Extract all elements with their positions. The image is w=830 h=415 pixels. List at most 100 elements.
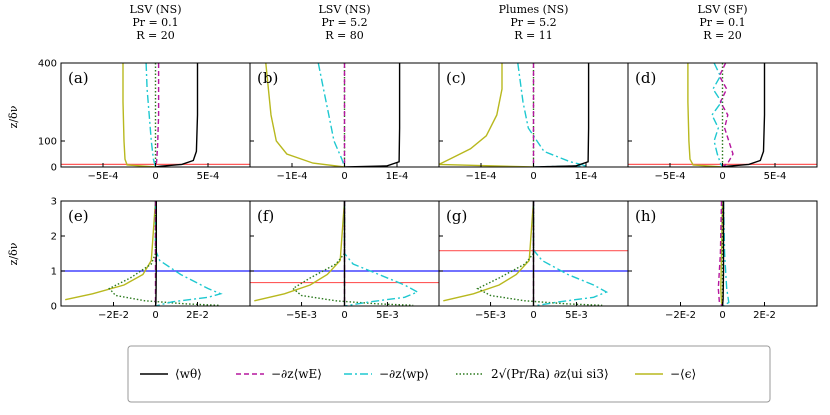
panel-label: (h) xyxy=(635,207,656,225)
legend-item-visc: 2√(Pr/Ra) ∂z⟨ui si3⟩ xyxy=(456,367,609,381)
panel-c: −1E-4 0 1E-4 (c) xyxy=(438,62,629,182)
x-tick-label: 0 xyxy=(152,171,158,182)
column-title-line: Pr = 0.1 xyxy=(132,16,178,29)
x-tick-label: 0 xyxy=(341,171,347,182)
panel-label: (f) xyxy=(257,207,274,225)
series-dwp xyxy=(145,63,157,167)
panel-e: −2E-2 0 2E-2 0 1 2 3 (e) xyxy=(51,197,251,321)
x-tick-label: 0 xyxy=(530,310,536,321)
panel-a: −5E-4 0 5E-4 0 100 400 (a) xyxy=(38,59,251,182)
legend-label: −⟨ϵ⟩ xyxy=(670,367,696,381)
x-tick-label: 5E-3 xyxy=(376,310,399,321)
series-dwp xyxy=(517,63,587,167)
column-title-line: Plumes (NS) xyxy=(499,3,569,16)
x-tick-label: 2E-2 xyxy=(753,310,776,321)
series-eps xyxy=(122,63,156,167)
series-eps xyxy=(439,63,534,167)
column-title-line: R = 20 xyxy=(703,29,742,42)
series-dwp xyxy=(317,63,346,167)
y-tick-label: 1 xyxy=(51,267,57,278)
series-wt xyxy=(155,63,199,167)
legend-label: −∂z⟨wE⟩ xyxy=(271,367,322,381)
x-tick-label: −5E-4 xyxy=(654,171,685,182)
x-tick-label: −2E-2 xyxy=(98,310,129,321)
legend-item-eps: −⟨ϵ⟩ xyxy=(635,367,696,381)
series-dwE xyxy=(718,63,734,167)
x-tick-label: −1E-4 xyxy=(465,171,496,182)
legend-label: 2√(Pr/Ra) ∂z⟨ui si3⟩ xyxy=(491,367,609,381)
plot-area xyxy=(439,63,590,167)
panel-g: −5E-3 0 5E-3 (g) xyxy=(438,200,629,321)
series-visc xyxy=(476,201,603,306)
column-title-line: LSV (SF) xyxy=(697,3,747,16)
y-tick-label: 400 xyxy=(38,59,57,70)
legend-item-wt: ⟨wθ⟩ xyxy=(140,367,202,381)
column-title-line: Pr = 0.1 xyxy=(699,16,745,29)
x-tick-label: −5E-3 xyxy=(475,310,506,321)
panel-label: (a) xyxy=(68,69,89,87)
column-title-line: R = 11 xyxy=(514,29,553,42)
x-tick-label: 0 xyxy=(152,310,158,321)
series-eps xyxy=(687,63,723,167)
series-dwp xyxy=(532,201,609,306)
y-tick-label: 0 xyxy=(51,163,57,174)
x-tick-label: −2E-2 xyxy=(665,310,696,321)
plot-area xyxy=(717,201,730,306)
legend-item-dwE: −∂z⟨wE⟩ xyxy=(236,367,322,381)
series-eps xyxy=(254,201,346,302)
series-visc xyxy=(291,201,414,306)
legend-box xyxy=(127,345,771,403)
column-title-line: LSV (NS) xyxy=(318,3,370,16)
column-title-line: R = 20 xyxy=(136,29,175,42)
series-dwp xyxy=(722,201,730,306)
series-dwE xyxy=(717,201,724,306)
panel-label: (e) xyxy=(68,207,89,225)
plot-area xyxy=(250,201,439,306)
x-tick-label: 0 xyxy=(719,171,725,182)
series-eps xyxy=(65,201,157,301)
series-wt xyxy=(344,63,401,167)
y-tick-label: 100 xyxy=(38,137,57,148)
legend-item-dwp: −∂z⟨wp⟩ xyxy=(344,367,429,381)
series-eps xyxy=(443,201,535,302)
panel-d: −5E-4 0 5E-4 (d) xyxy=(627,62,818,182)
y-axis-label-top: z/δν xyxy=(7,105,20,128)
legend-label: ⟨wθ⟩ xyxy=(175,367,202,381)
x-tick-label: 1E-4 xyxy=(386,171,409,182)
panel-label: (g) xyxy=(446,207,467,225)
series-wt xyxy=(722,63,766,167)
series-visc xyxy=(108,201,219,306)
panel-h: −2E-2 0 2E-2 (h) xyxy=(627,200,818,321)
series-wt xyxy=(533,63,590,167)
column-title-line: R = 80 xyxy=(325,29,364,42)
column-title-line: LSV (NS) xyxy=(129,3,181,16)
panel-b: −1E-4 0 1E-4 (b) xyxy=(249,62,440,182)
x-tick-label: 1E-4 xyxy=(575,171,598,182)
x-tick-label: −5E-3 xyxy=(286,310,317,321)
legend: ⟨wθ⟩ −∂z⟨wE⟩ −∂z⟨wp⟩ 2√(Pr/Ra) ∂z⟨ui si3⟩ −⟨… xyxy=(127,345,771,403)
y-tick-label: 2 xyxy=(51,232,57,243)
series-dwp xyxy=(711,63,724,167)
series-wt xyxy=(154,201,157,306)
x-tick-label: −1E-4 xyxy=(276,171,307,182)
x-tick-label: 0 xyxy=(341,310,347,321)
x-tick-label: 5E-4 xyxy=(197,171,220,182)
series-dwp xyxy=(154,201,223,306)
column-title-line: Pr = 5.2 xyxy=(510,16,556,29)
x-tick-label: −5E-4 xyxy=(87,171,118,182)
legend-label: −∂z⟨wp⟩ xyxy=(379,367,429,381)
plot-area xyxy=(628,63,817,167)
panel-label: (d) xyxy=(635,69,656,87)
series-dwp xyxy=(343,201,420,306)
series-dwE xyxy=(154,63,160,167)
x-tick-label: 5E-3 xyxy=(565,310,588,321)
plot-area xyxy=(439,201,628,306)
x-tick-label: 0 xyxy=(530,171,536,182)
y-axis-label-bottom: z/δν xyxy=(7,242,20,265)
series-eps xyxy=(265,63,345,167)
column-title-line: Pr = 5.2 xyxy=(321,16,367,29)
panel-label: (b) xyxy=(257,69,278,87)
y-tick-label: 3 xyxy=(51,197,57,208)
plot-area xyxy=(61,63,250,167)
